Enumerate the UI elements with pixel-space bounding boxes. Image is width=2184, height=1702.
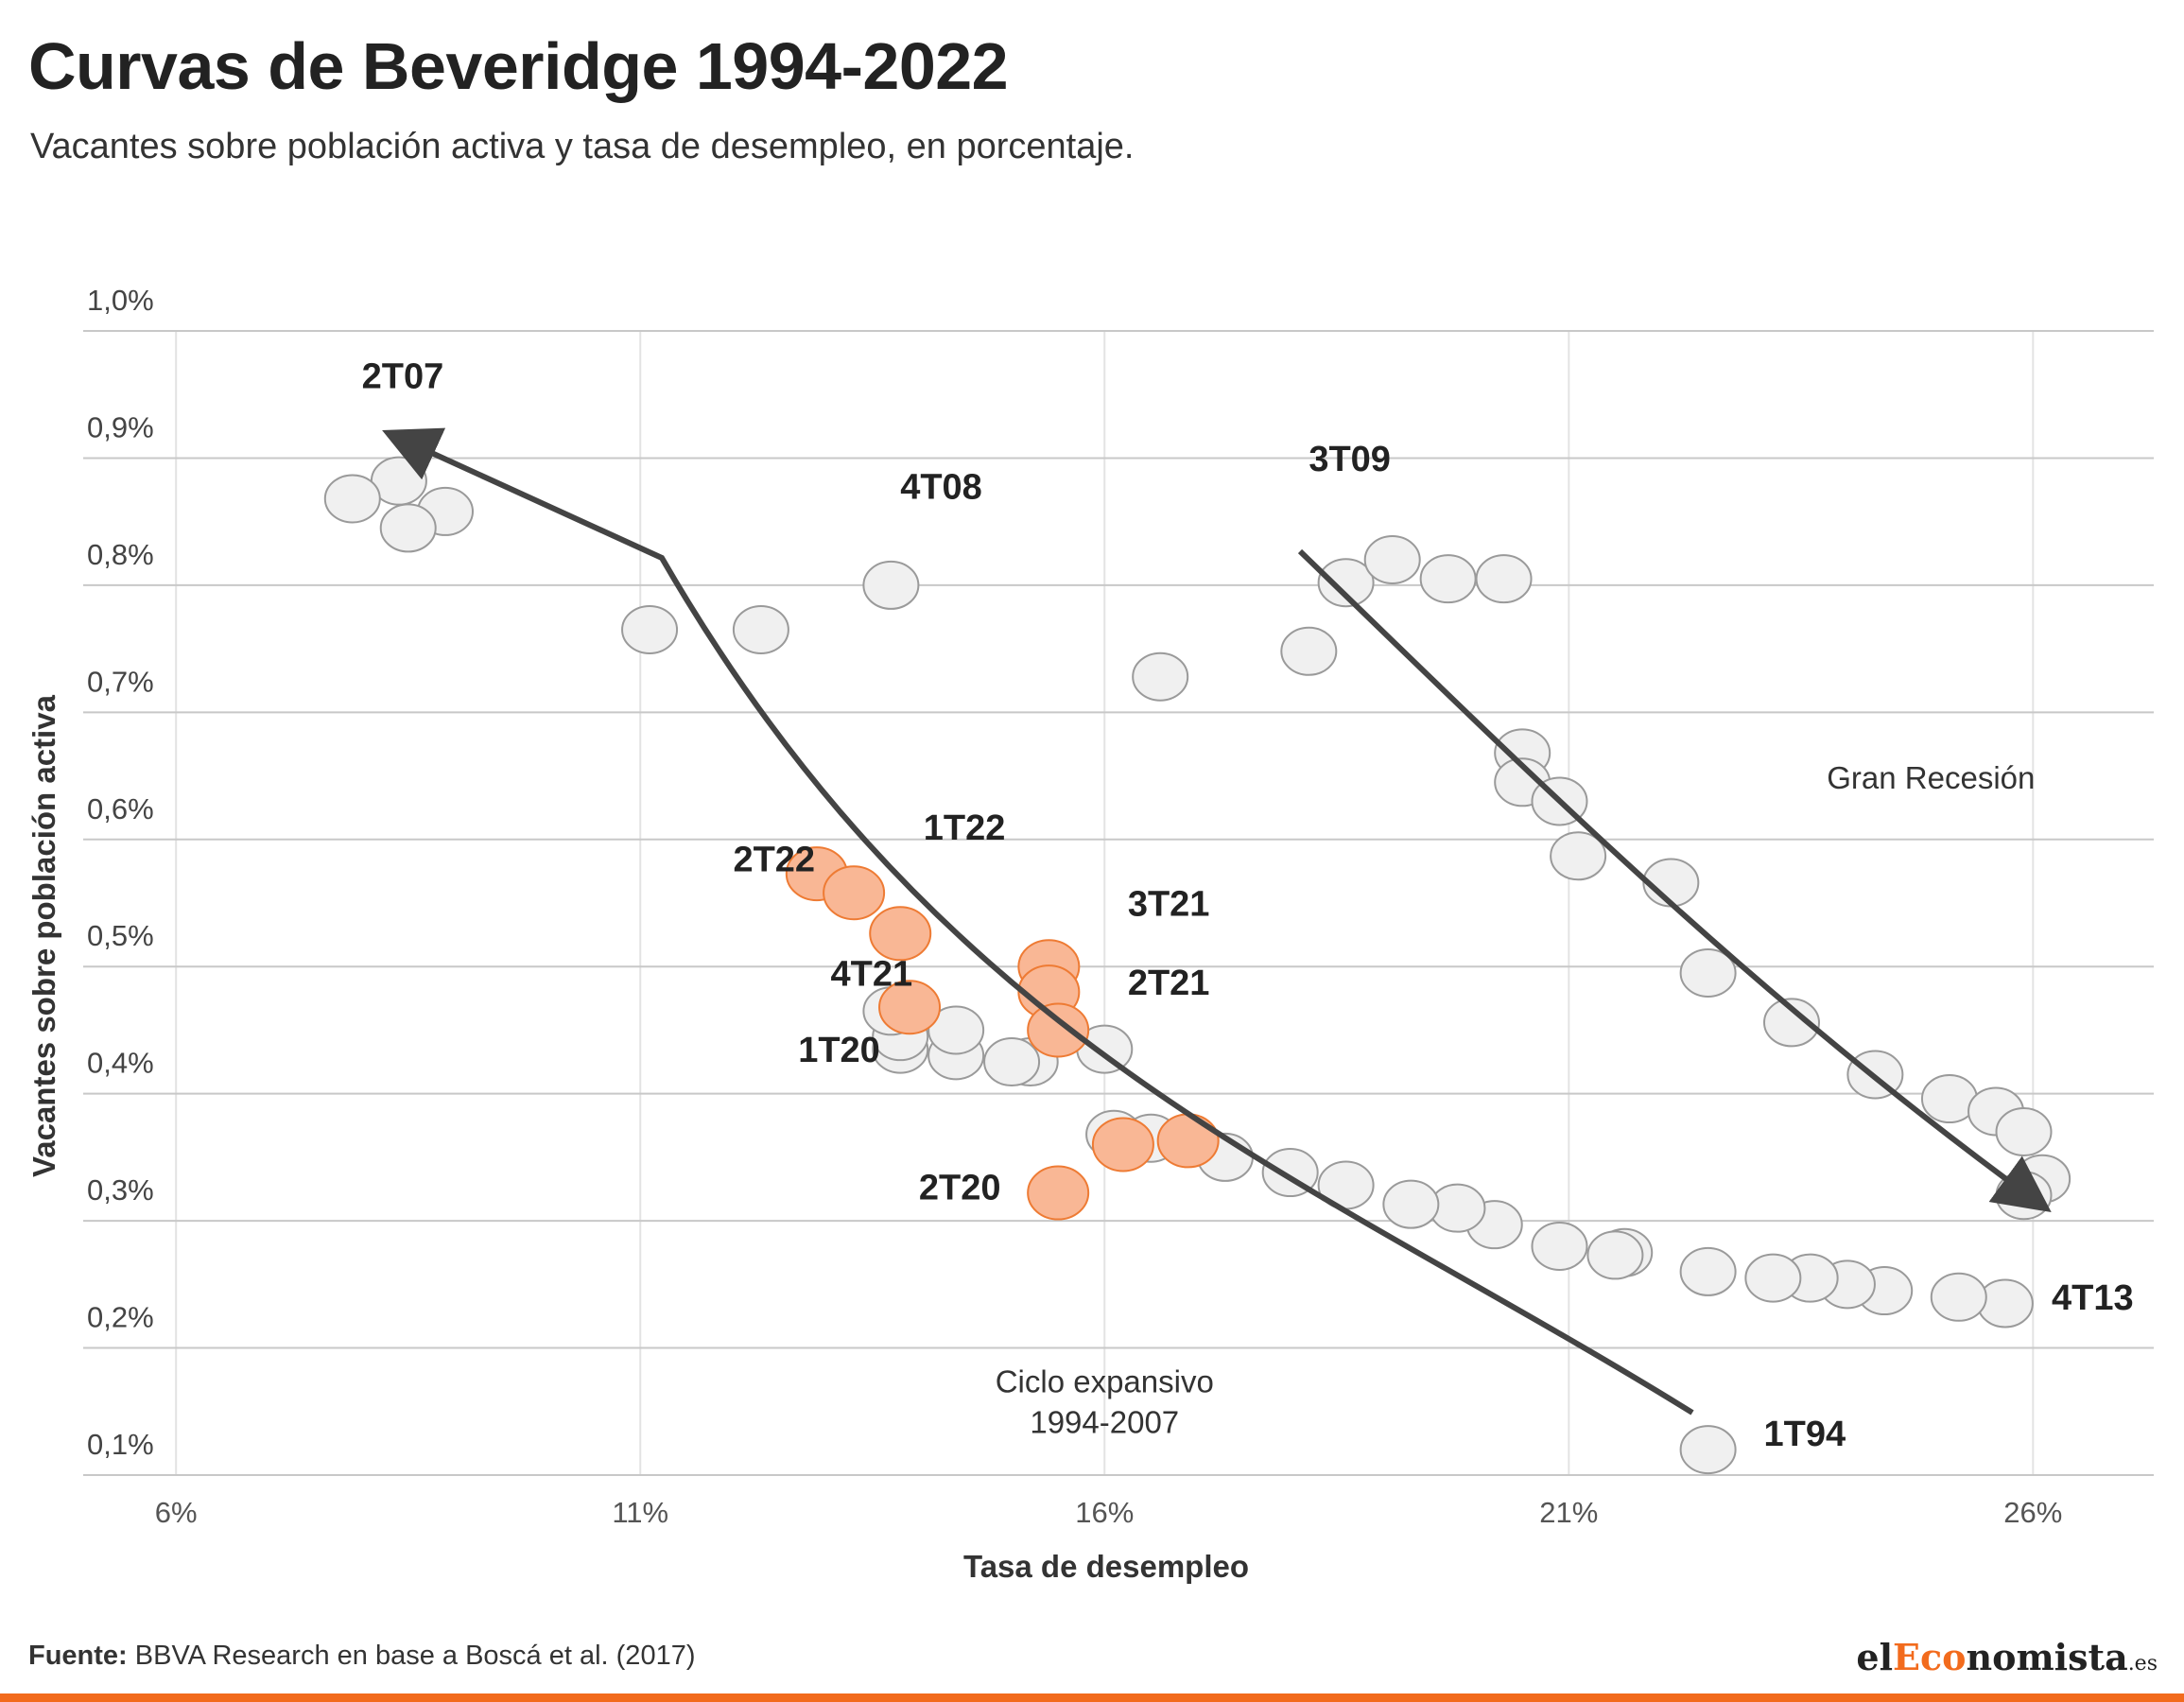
- historical-point: [1280, 626, 1338, 676]
- historical-point: [379, 503, 437, 553]
- y-tick-label: 0,8%: [87, 538, 154, 571]
- x-tick-label: 21%: [1539, 1496, 1598, 1529]
- historical-point: [1679, 1246, 1737, 1296]
- recent-point: [878, 980, 942, 1035]
- great-recession-arrow: [1297, 548, 2052, 1213]
- source-note: Fuente: BBVA Research en base a Boscá et…: [28, 1641, 695, 1672]
- y-tick-label: 1,0%: [87, 284, 154, 317]
- point-labels: 2T07 4T08 3T09 2T22 1T22 3T21 4T21 2T21 1T20 2T20…: [362, 357, 2134, 1455]
- point-label: 4T21: [831, 954, 913, 994]
- source-label: Fuente:: [28, 1641, 128, 1671]
- point-label: 4T08: [900, 467, 982, 507]
- point-label: 4T13: [2052, 1278, 2134, 1318]
- chart-title: Curvas de Beveridge 1994-2022: [28, 29, 1009, 103]
- historical-points: [323, 456, 2071, 1475]
- y-tick-label: 0,1%: [87, 1428, 154, 1461]
- x-tick-label: 6%: [155, 1496, 198, 1529]
- historical-point: [1995, 1107, 2053, 1156]
- historical-point: [927, 1005, 985, 1055]
- historical-point: [1586, 1230, 1644, 1280]
- annotation-text: 1994-2007: [1030, 1405, 1179, 1440]
- historical-point: [862, 560, 920, 610]
- axis-ticks: 6% 11% 16% 21% 26% 0,1% 0,2% 0,3% 0,4% 0,5% 0,6% 0,…: [87, 284, 2062, 1529]
- y-axis-title: Vacantes sobre población activa: [26, 694, 61, 1177]
- horizontal-gridlines: [83, 330, 2154, 1476]
- recent-point: [823, 865, 886, 921]
- historical-point: [1475, 554, 1533, 604]
- y-tick-label: 0,7%: [87, 665, 154, 698]
- historical-point: [1679, 1425, 1737, 1475]
- x-tick-label: 11%: [612, 1496, 668, 1529]
- historical-point: [1419, 554, 1477, 604]
- expansion-cycle-arrow: [382, 427, 1694, 1415]
- historical-point: [983, 1037, 1041, 1087]
- historical-point: [621, 604, 679, 654]
- historical-point: [1382, 1179, 1440, 1229]
- eleconomista-logo: elEconomista.es: [1856, 1636, 2158, 1678]
- recent-point: [1027, 1165, 1090, 1221]
- x-tick-label: 26%: [2003, 1496, 2062, 1529]
- x-tick-label: 16%: [1075, 1496, 1134, 1529]
- recent-point: [1156, 1113, 1220, 1169]
- historical-point: [323, 474, 381, 524]
- recent-points: [785, 846, 1220, 1221]
- historical-point: [1531, 1222, 1588, 1271]
- point-label: 3T21: [1128, 884, 1210, 924]
- annotation-text: Ciclo expansivo: [996, 1364, 1214, 1399]
- beveridge-chart: 6% 11% 16% 21% 26% 0,1% 0,2% 0,3% 0,4% 0,5% 0,6% 0,…: [26, 284, 2154, 1584]
- axis-titles: Tasa de desempleo Vacantes sobre poblaci…: [26, 694, 1249, 1584]
- y-tick-label: 0,6%: [87, 792, 154, 825]
- historical-point: [1679, 947, 1737, 998]
- x-axis-title: Tasa de desempleo: [963, 1549, 1249, 1584]
- trend-arrows: [382, 427, 2052, 1415]
- y-tick-label: 0,3%: [87, 1173, 154, 1207]
- historical-point: [1363, 535, 1421, 584]
- vertical-gridlines: [175, 331, 2035, 1475]
- historical-point: [1317, 558, 1375, 608]
- point-label: 2T20: [919, 1168, 1001, 1207]
- y-tick-label: 0,5%: [87, 919, 154, 952]
- y-tick-label: 0,4%: [87, 1047, 154, 1080]
- point-label: 3T09: [1309, 440, 1391, 479]
- recent-point: [1027, 1002, 1090, 1058]
- recent-point: [869, 906, 932, 962]
- historical-point: [1132, 651, 1189, 702]
- point-label: 2T21: [1128, 964, 1210, 1003]
- recent-point: [1091, 1117, 1154, 1172]
- point-label: 1T22: [924, 808, 1006, 848]
- source-text: BBVA Research en base a Boscá et al. (20…: [134, 1641, 696, 1671]
- y-tick-label: 0,9%: [87, 410, 154, 443]
- point-label: 2T22: [733, 840, 815, 879]
- historical-point: [1744, 1253, 1802, 1303]
- footer-accent-bar: [0, 1693, 2184, 1702]
- annotation-text: Gran Recesión: [1827, 760, 2035, 795]
- historical-point: [1550, 831, 1607, 881]
- point-label: 1T20: [798, 1031, 880, 1070]
- historical-point: [1762, 998, 1820, 1048]
- historical-point: [732, 604, 789, 654]
- chart-subtitle: Vacantes sobre población activa y tasa d…: [30, 127, 1135, 166]
- chart-annotations: Gran Recesión Ciclo expansivo 1994-2007: [996, 760, 2036, 1440]
- historical-point: [1930, 1272, 1987, 1322]
- point-label: 1T94: [1764, 1415, 1846, 1454]
- point-label: 2T07: [362, 357, 444, 397]
- y-tick-label: 0,2%: [87, 1301, 154, 1334]
